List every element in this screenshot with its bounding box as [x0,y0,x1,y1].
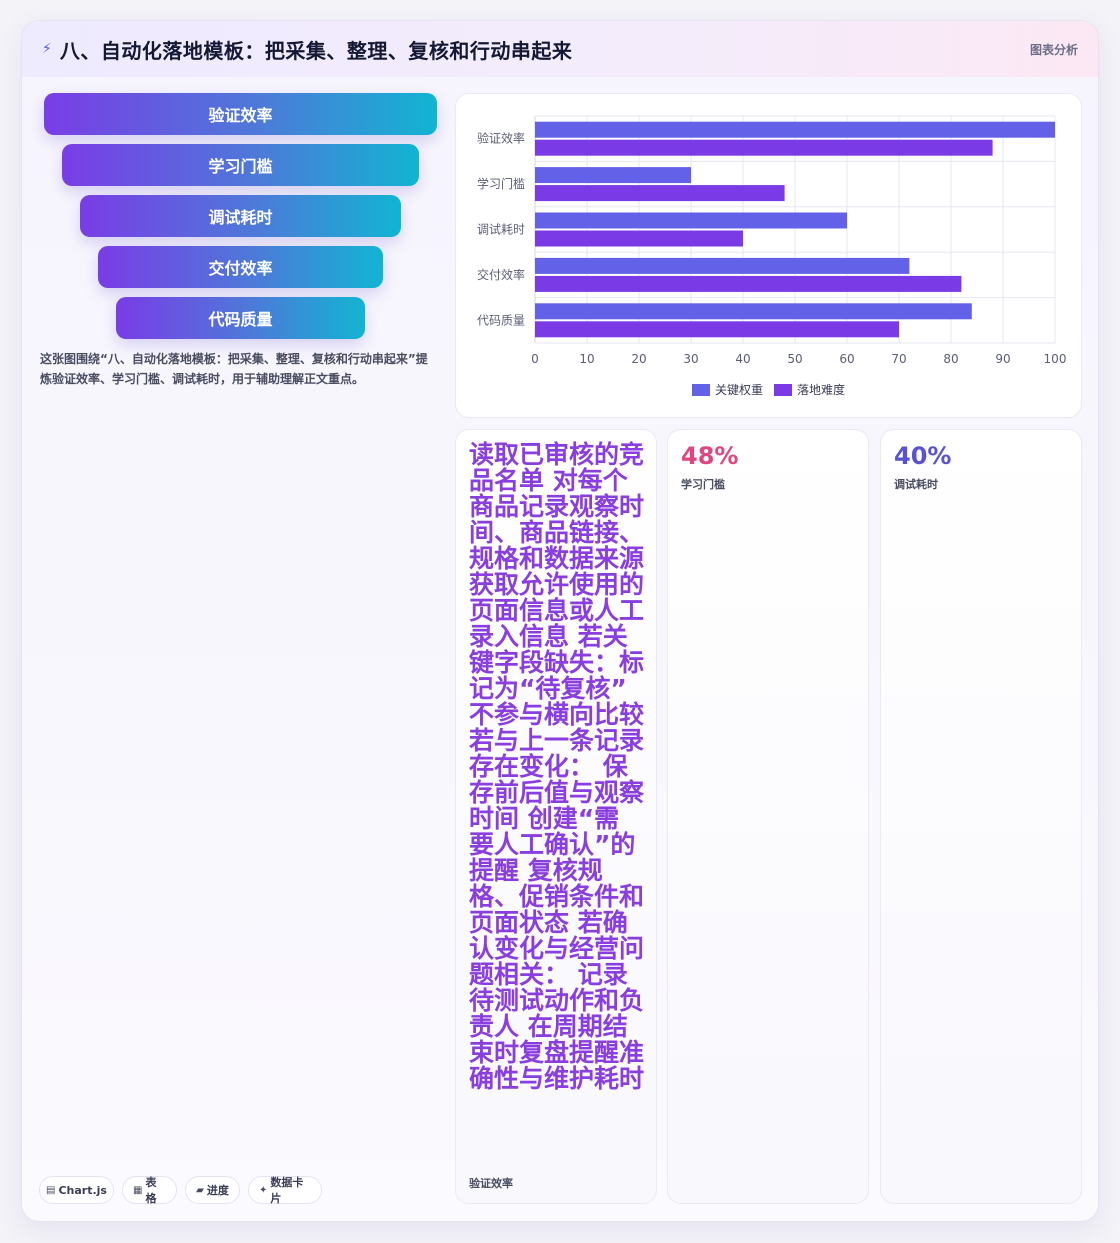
legend-swatch [774,384,792,396]
legend-label: 关键权重 [715,383,763,397]
x-tick-label: 40 [735,352,750,366]
stat-value: 40% [894,442,952,470]
stat-card-text-body: 读取已审核的竞品名单 对每个商品记录观察时间、商品链接、规格和数据来源 获取允许… [469,440,645,1093]
stat-card-learning: 48% 学习门槛 [667,429,869,1204]
bar[interactable] [535,257,910,274]
chip-progress[interactable]: ▰ 进度 [185,1176,240,1204]
page-title: 八、自动化落地模板：把采集、整理、复核和行动串起来 [59,38,573,63]
table-icon: ▦ [133,1184,143,1196]
bar[interactable] [535,321,899,338]
bar-chart-svg: 0 10 20 30 40 50 60 70 80 90 100 验证效率学习门槛调试耗时交付效率代码… [477,115,1067,397]
x-tick-label: 60 [839,352,854,366]
stat-card-text-label: 验证效率 [469,1177,513,1190]
chip-label: 表格 [145,1176,157,1205]
y-tick-label: 学习门槛 [477,176,525,191]
legend-swatch [692,384,710,396]
stat-card-debug: 40% 调试耗时 [880,429,1082,1204]
bar[interactable] [535,139,993,156]
bar[interactable] [535,212,847,229]
y-tick-label: 调试耗时 [477,222,525,237]
bar[interactable] [535,185,785,202]
folder-icon: ▰ [196,1184,204,1196]
chart-icon: ▤ [46,1184,56,1196]
x-tick-label: 90 [995,352,1010,366]
chip-data-card[interactable]: ✦ 数据卡片 [248,1176,322,1205]
y-tick-label: 验证效率 [477,131,525,146]
stat-card-text: 读取已审核的竞品名单 对每个商品记录观察时间、商品链接、规格和数据来源 获取允许… [455,429,657,1204]
x-tick-label: 100 [1044,352,1067,366]
x-tick-label: 0 [531,352,539,366]
bar[interactable] [535,275,962,292]
bar[interactable] [535,167,691,184]
legend-label: 落地难度 [797,382,845,397]
chip-label: 数据卡片 [270,1176,304,1205]
chip-table[interactable]: ▦ 表格 [122,1176,177,1205]
y-tick-label: 代码质量 [477,313,525,327]
bar-chart: 0 10 20 30 40 50 60 70 80 90 100 验证效率学习门槛调试耗时交付效率代码… [455,93,1082,418]
card-header: ⚡ 八、自动化落地模板：把采集、整理、复核和行动串起来 图表分析 [22,21,1098,77]
x-tick-label: 80 [943,352,958,366]
header-tag: 图表分析 [1029,43,1078,57]
sparkle-icon: ✦ [259,1184,268,1196]
stat-label: 学习门槛 [681,478,725,491]
x-tick-label: 10 [579,352,594,366]
x-tick-label: 70 [891,352,906,366]
funnel-item: 验证效率 [44,93,437,135]
funnel-item: 调试耗时 [80,195,401,237]
x-tick-label: 30 [683,352,698,366]
funnel-item: 学习门槛 [62,144,419,186]
bolt-icon: ⚡ [42,41,52,57]
bar[interactable] [535,121,1055,138]
chip-chartjs[interactable]: ▤ Chart.js [39,1176,114,1204]
bar[interactable] [535,230,743,247]
chip-label: 进度 [206,1184,229,1197]
x-tick-label: 50 [787,352,802,366]
stat-value: 48% [681,442,739,470]
funnel-item: 交付效率 [98,246,383,288]
y-tick-label: 交付效率 [477,267,525,282]
funnel-item: 代码质量 [116,297,365,339]
funnel-description: 这张图围绕“八、自动化落地模板：把采集、整理、复核和行动串起来”提炼验证效率、学… [40,352,428,386]
chip-label: Chart.js [58,1183,107,1197]
bar[interactable] [535,303,972,320]
analysis-card: ⚡ 八、自动化落地模板：把采集、整理、复核和行动串起来 图表分析 验证效率 学习… [21,20,1099,1222]
stat-label: 调试耗时 [894,478,938,491]
x-tick-label: 20 [631,352,646,366]
